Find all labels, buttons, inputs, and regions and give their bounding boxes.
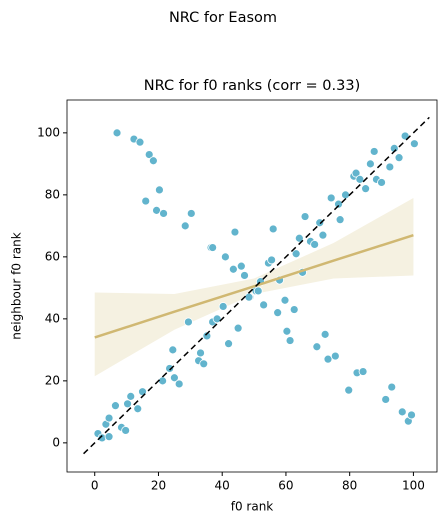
point xyxy=(334,199,343,209)
point xyxy=(361,184,371,194)
point xyxy=(104,413,114,423)
point xyxy=(126,391,136,401)
point xyxy=(253,286,263,296)
point xyxy=(112,128,122,138)
y-tick-label: 100 xyxy=(37,125,60,139)
point xyxy=(323,354,333,364)
point xyxy=(159,209,168,218)
x-tick-label: 20 xyxy=(151,479,166,493)
point xyxy=(121,426,131,435)
y-tick-label: 40 xyxy=(45,311,60,325)
chart-title: NRC for f0 ranks (corr = 0.33) xyxy=(144,78,361,94)
point xyxy=(230,227,240,237)
point xyxy=(318,230,328,240)
point xyxy=(282,326,292,336)
point xyxy=(369,147,379,156)
point xyxy=(104,432,114,442)
point xyxy=(351,168,361,178)
point xyxy=(123,399,132,409)
point xyxy=(273,308,283,318)
point xyxy=(259,300,269,310)
point xyxy=(344,385,354,395)
point xyxy=(196,348,205,358)
point xyxy=(320,329,330,339)
x-tick-label: 80 xyxy=(342,479,357,493)
point xyxy=(148,156,158,166)
point xyxy=(184,317,193,327)
point xyxy=(335,215,345,225)
point xyxy=(315,218,325,228)
suptitle: NRC for Easom xyxy=(169,10,277,26)
point xyxy=(377,178,386,187)
point xyxy=(267,255,276,265)
point xyxy=(144,150,154,159)
point xyxy=(135,137,145,147)
y-tick-label: 0 xyxy=(52,435,60,449)
point xyxy=(165,364,175,373)
point xyxy=(240,271,249,280)
point xyxy=(224,339,233,349)
point xyxy=(236,261,246,271)
point xyxy=(228,264,238,274)
point xyxy=(244,292,254,302)
y-tick-label: 60 xyxy=(45,249,60,263)
point xyxy=(326,193,336,203)
point xyxy=(111,401,120,411)
point xyxy=(355,174,365,184)
y-axis-label: neighbour f0 rank xyxy=(10,232,24,339)
point xyxy=(186,209,196,218)
point xyxy=(294,233,304,243)
point xyxy=(212,314,222,324)
point xyxy=(280,295,290,305)
x-tick-label: 100 xyxy=(402,479,425,493)
point xyxy=(180,221,190,231)
point xyxy=(385,162,395,172)
point xyxy=(218,302,228,311)
point xyxy=(397,407,407,417)
point xyxy=(289,305,299,314)
point xyxy=(202,331,212,341)
point xyxy=(220,252,230,262)
x-tick-label: 60 xyxy=(278,479,293,493)
point xyxy=(291,249,301,259)
x-axis-label: f0 rank xyxy=(231,500,274,514)
point xyxy=(285,336,295,345)
regression-line xyxy=(94,233,414,339)
point xyxy=(169,373,179,383)
point xyxy=(141,196,151,206)
plot-frame xyxy=(66,99,438,473)
point xyxy=(387,382,397,392)
point xyxy=(199,359,209,369)
point xyxy=(341,190,350,200)
point xyxy=(394,153,404,163)
point xyxy=(168,345,178,355)
point xyxy=(233,323,243,333)
point xyxy=(174,379,184,389)
point xyxy=(312,342,322,352)
point xyxy=(208,243,218,252)
x-tick-label: 40 xyxy=(215,479,230,493)
point xyxy=(158,376,168,386)
point xyxy=(365,159,375,169)
point xyxy=(300,212,310,221)
point xyxy=(155,185,164,195)
point xyxy=(409,139,419,149)
point xyxy=(268,224,278,234)
point xyxy=(381,395,391,404)
point xyxy=(358,367,368,376)
y-tick-label: 20 xyxy=(45,373,60,387)
y-tick-label: 80 xyxy=(45,187,60,201)
point xyxy=(310,240,320,249)
diagonal-line xyxy=(83,116,430,455)
point xyxy=(330,351,340,361)
point xyxy=(407,410,416,420)
point xyxy=(133,404,143,414)
x-tick-label: 0 xyxy=(91,479,99,493)
